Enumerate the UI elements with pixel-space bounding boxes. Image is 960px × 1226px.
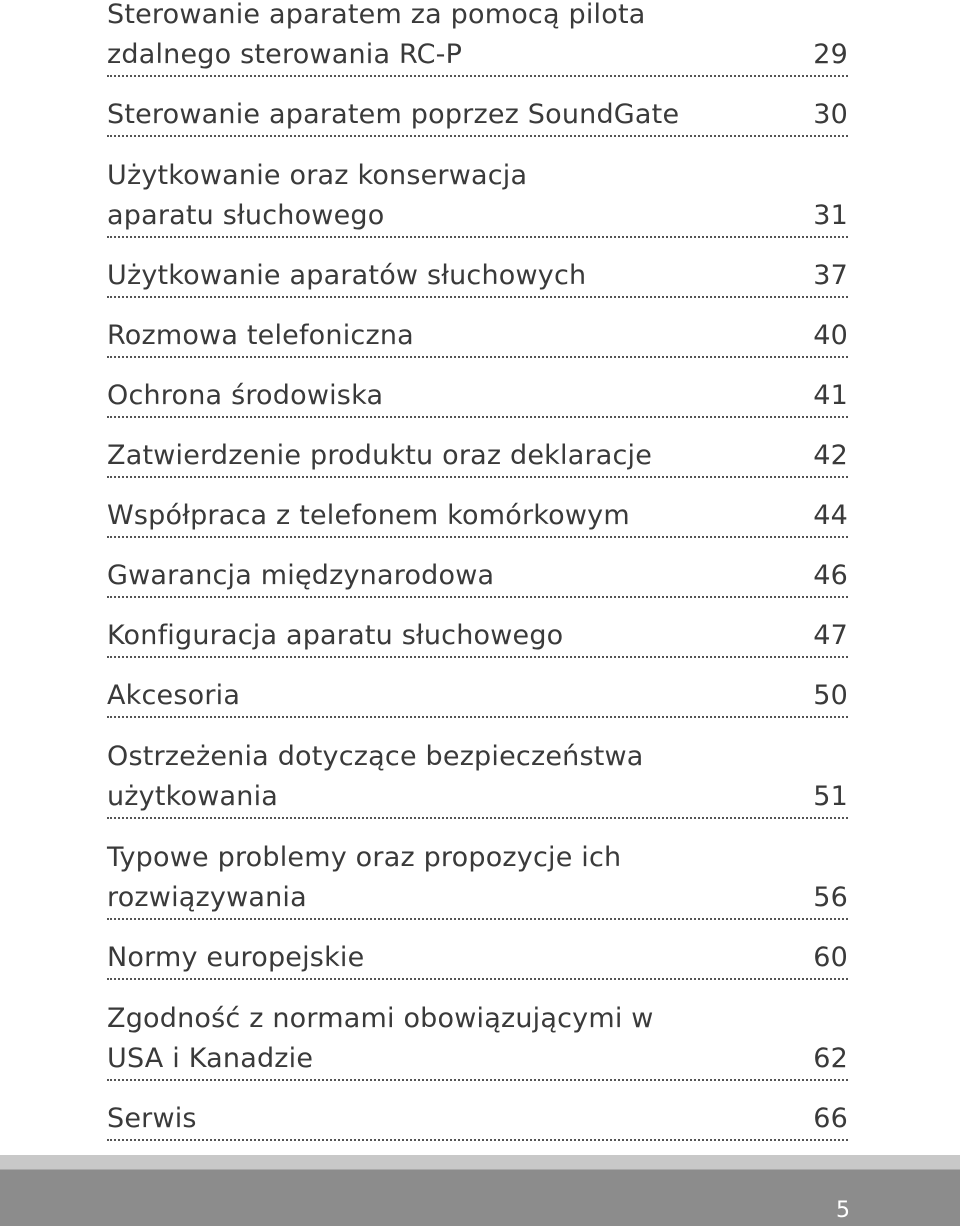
toc-entry: Zatwierdzenie produktu oraz deklaracje 42: [107, 436, 848, 478]
entry-page: 29: [813, 39, 848, 70]
toc-line: Serwis 66: [107, 1099, 848, 1141]
toc-line: Sterowanie aparatem za pomocą pilota: [107, 0, 848, 35]
toc-entry: Typowe problemy oraz propozycje ich rozwi…: [107, 837, 848, 920]
entry-page: 31: [813, 200, 848, 231]
toc-line: zdalnego sterowania RC-P 29: [107, 35, 848, 77]
entry-page: 40: [813, 320, 848, 351]
toc-entry: Użytkowanie aparatów słuchowych 37: [107, 256, 848, 298]
toc-line: Konfiguracja aparatu słuchowego 47: [107, 616, 848, 658]
entry-title: zdalnego sterowania RC-P: [107, 39, 463, 70]
footer-band: [0, 1155, 960, 1226]
toc-line: Ostrzeżenia dotyczące bezpieczeństwa: [107, 736, 848, 777]
entry-page: 60: [813, 942, 848, 973]
toc-line: użytkowania 51: [107, 777, 848, 819]
toc-entry: Użytkowanie oraz konserwacja aparatu słuc…: [107, 155, 848, 238]
entry-page: 37: [813, 260, 848, 291]
toc-line: Zatwierdzenie produktu oraz deklaracje 42: [107, 436, 848, 478]
entry-page: 46: [813, 560, 848, 591]
toc-line: Użytkowanie aparatów słuchowych 37: [107, 256, 848, 298]
toc-line: aparatu słuchowego 31: [107, 196, 848, 238]
toc-entry: Gwarancja międzynarodowa 46: [107, 556, 848, 598]
toc-line: Gwarancja międzynarodowa 46: [107, 556, 848, 598]
entry-title: Typowe problemy oraz propozycje ich: [107, 842, 622, 873]
entry-page: 47: [813, 620, 848, 651]
entry-page: 51: [813, 781, 848, 812]
entry-title: Normy europejskie: [107, 942, 365, 973]
entry-title: Współpraca z telefonem komórkowym: [107, 500, 630, 531]
entry-page: 30: [813, 99, 848, 130]
toc-entry: Ochrona środowiska 41: [107, 376, 848, 418]
toc-line: Typowe problemy oraz propozycje ich: [107, 837, 848, 878]
toc-line: Rozmowa telefoniczna 40: [107, 316, 848, 358]
entry-title: rozwiązywania: [107, 882, 307, 913]
toc-line: Sterowanie aparatem poprzez SoundGate 30: [107, 95, 848, 137]
toc-line: Normy europejskie 60: [107, 938, 848, 980]
page-number: 5: [836, 1198, 850, 1223]
entry-title: Sterowanie aparatem za pomocą pilota: [107, 0, 646, 30]
entry-title: Ostrzeżenia dotyczące bezpieczeństwa: [107, 741, 644, 772]
entry-page: 56: [813, 882, 848, 913]
entry-title: Rozmowa telefoniczna: [107, 320, 414, 351]
toc-entry: Rozmowa telefoniczna 40: [107, 316, 848, 358]
entry-title: aparatu słuchowego: [107, 200, 385, 231]
entry-title: Serwis: [107, 1103, 197, 1134]
toc-line: Akcesoria 50: [107, 676, 848, 718]
entry-page: 50: [813, 680, 848, 711]
entry-title: Zatwierdzenie produktu oraz deklaracje: [107, 440, 653, 471]
toc-entry: Zgodność z normami obowiązującymi w USA i…: [107, 998, 848, 1081]
toc-line: Współpraca z telefonem komórkowym 44: [107, 496, 848, 538]
toc-entry: Współpraca z telefonem komórkowym 44: [107, 496, 848, 538]
entry-title: USA i Kanadzie: [107, 1043, 314, 1074]
entry-page: 44: [813, 500, 848, 531]
entry-title: użytkowania: [107, 781, 279, 812]
toc-line: Zgodność z normami obowiązującymi w: [107, 998, 848, 1039]
entry-title: Zgodność z normami obowiązującymi w: [107, 1003, 654, 1034]
table-of-contents: Sterowanie aparatem za pomocą pilota zdal…: [107, 0, 848, 1159]
toc-line: Użytkowanie oraz konserwacja: [107, 155, 848, 196]
entry-page: 66: [813, 1103, 848, 1134]
toc-entry: Serwis 66: [107, 1099, 848, 1141]
toc-entry: Ostrzeżenia dotyczące bezpieczeństwa użyt…: [107, 736, 848, 819]
entry-page: 42: [813, 440, 848, 471]
entry-title: Gwarancja międzynarodowa: [107, 560, 495, 591]
entry-title: Akcesoria: [107, 680, 241, 711]
entry-title: Użytkowanie oraz konserwacja: [107, 160, 528, 191]
toc-line: USA i Kanadzie 62: [107, 1039, 848, 1081]
entry-page: 62: [813, 1043, 848, 1074]
entry-title: Ochrona środowiska: [107, 380, 384, 411]
entry-page: 41: [813, 380, 848, 411]
toc-line: Ochrona środowiska 41: [107, 376, 848, 418]
toc-entry: Sterowanie aparatem za pomocą pilota zdal…: [107, 0, 848, 77]
entry-title: Konfiguracja aparatu słuchowego: [107, 620, 564, 651]
entry-title: Sterowanie aparatem poprzez SoundGate: [107, 99, 680, 130]
entry-title: Użytkowanie aparatów słuchowych: [107, 260, 587, 291]
toc-entry: Akcesoria 50: [107, 676, 848, 718]
toc-entry: Konfiguracja aparatu słuchowego 47: [107, 616, 848, 658]
toc-entry: Normy europejskie 60: [107, 938, 848, 980]
toc-line: rozwiązywania 56: [107, 878, 848, 920]
toc-entry: Sterowanie aparatem poprzez SoundGate 30: [107, 95, 848, 137]
